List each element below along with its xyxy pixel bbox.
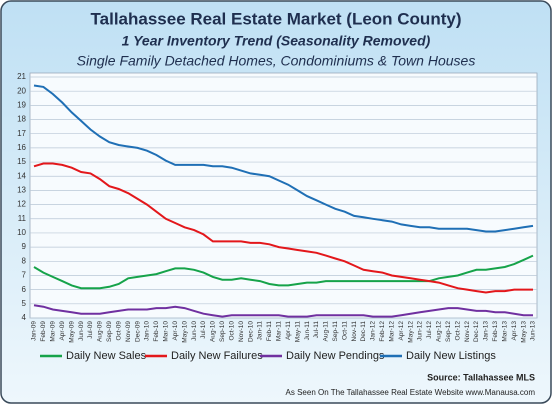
- x-tick-label: Oct-10: [228, 321, 235, 341]
- legend-label: Daily New Listings: [406, 350, 496, 362]
- plot-area: [29, 72, 538, 319]
- x-tick-label: Mar-09: [50, 321, 57, 342]
- x-tick-label: Feb-13: [492, 321, 499, 342]
- line-series: [33, 304, 533, 318]
- x-tick-label: Jun-11: [304, 321, 311, 341]
- x-tick-label: Jan-13: [483, 321, 490, 341]
- y-tick-label: 9: [22, 242, 27, 251]
- y-tick-label: 6: [22, 285, 27, 294]
- x-tick-label: Nov-09: [125, 321, 132, 342]
- x-tick-label: Sep-10: [219, 321, 226, 342]
- x-tick-label: May-10: [181, 321, 188, 343]
- x-tick-label: Oct-11: [341, 321, 348, 340]
- legend-label: Daily New Pendings: [286, 350, 385, 362]
- x-tick-label: Aug-12: [436, 321, 443, 342]
- x-tick-label: Jun-13: [530, 321, 537, 341]
- y-tick-label: 15: [17, 157, 26, 166]
- y-tick-label: 18: [17, 115, 26, 124]
- x-tick-label: Feb-10: [153, 321, 160, 342]
- x-tick-label: Apr-12: [398, 321, 405, 341]
- x-tick-label: Jan-12: [370, 321, 377, 341]
- x-tick-label: Feb-11: [266, 321, 273, 341]
- y-tick-label: 13: [17, 186, 26, 195]
- x-tick-label: Jan-10: [144, 321, 151, 341]
- chart-subtitle: 1 Year Inventory Trend (Seasonality Remo…: [122, 33, 431, 49]
- line-series: [33, 254, 534, 290]
- x-tick-label: Jul-12: [426, 321, 433, 339]
- legend-label: Daily New Failures: [171, 350, 263, 362]
- x-tick-label: Apr-09: [59, 321, 66, 341]
- x-tick-label: May-09: [68, 321, 75, 343]
- line-series: [33, 84, 534, 233]
- y-tick-label: 12: [17, 200, 26, 209]
- x-tick-label: Jun-09: [78, 321, 85, 341]
- chart-subtitle: Single Family Detached Homes, Condominiu…: [77, 53, 476, 69]
- y-tick-label: 7: [22, 271, 27, 280]
- x-tick-label: Oct-12: [454, 321, 461, 341]
- legend-label: Daily New Sales: [66, 350, 147, 362]
- y-tick-label: 20: [17, 86, 26, 95]
- x-tick-label: Mar-11: [276, 321, 283, 341]
- x-tick-label: May-13: [520, 321, 527, 343]
- x-tick-label: Aug-10: [210, 321, 217, 342]
- y-tick-label: 21: [17, 72, 26, 81]
- x-tick-label: Apr-13: [511, 321, 518, 341]
- x-tick-label: Jan-09: [31, 321, 38, 341]
- y-tick-label: 14: [17, 171, 26, 180]
- x-tick-label: Sep-09: [106, 321, 113, 342]
- x-tick-label: Sep-11: [332, 321, 339, 342]
- credit-note: As Seen On The Tallahassee Real Estate W…: [286, 388, 536, 397]
- x-tick-label: Aug-09: [97, 321, 104, 342]
- x-tick-label: Aug-11: [323, 321, 330, 342]
- y-tick-label: 17: [17, 129, 26, 138]
- x-tick-label: Sep-12: [445, 321, 452, 342]
- x-tick-label: Dec-09: [134, 321, 141, 342]
- line-series: [33, 162, 533, 294]
- chart-title: Tallahassee Real Estate Market (Leon Cou…: [91, 9, 462, 28]
- y-tick-label: 4: [22, 313, 27, 322]
- y-tick-label: 16: [17, 143, 26, 152]
- y-tick-label: 19: [17, 100, 26, 109]
- x-tick-label: Dec-11: [360, 321, 367, 342]
- x-tick-label: Oct-09: [115, 321, 122, 341]
- y-tick-label: 5: [22, 299, 27, 308]
- x-tick-label: Dec-12: [473, 321, 480, 342]
- x-tick-label: May-12: [407, 321, 414, 343]
- x-tick-label: Apr-11: [285, 321, 292, 340]
- y-tick-label: 10: [17, 228, 26, 237]
- x-tick-label: Jul-10: [200, 321, 207, 339]
- x-tick-label: Nov-10: [238, 321, 245, 342]
- x-tick-label: Jun-10: [191, 321, 198, 341]
- x-tick-label: Jul-11: [313, 321, 320, 339]
- x-tick-label: Apr-10: [172, 321, 179, 341]
- x-tick-label: May-11: [294, 321, 301, 343]
- x-tick-label: Mar-13: [501, 321, 508, 342]
- y-tick-label: 11: [18, 214, 27, 223]
- x-tick-label: Jul-09: [87, 321, 94, 339]
- source-note: Source: Tallahassee MLS: [427, 372, 535, 382]
- x-tick-label: Nov-11: [351, 321, 358, 342]
- x-tick-label: Jan-11: [257, 321, 264, 341]
- x-tick-label: Mar-10: [163, 321, 170, 342]
- x-tick-label: Jun-12: [417, 321, 424, 341]
- y-tick-label: 8: [22, 256, 27, 265]
- x-tick-label: Feb-12: [379, 321, 386, 342]
- x-tick-label: Mar-12: [388, 321, 395, 342]
- x-tick-label: Feb-09: [40, 321, 47, 342]
- x-tick-label: Dec-10: [247, 321, 254, 342]
- x-tick-label: Nov-12: [464, 321, 471, 342]
